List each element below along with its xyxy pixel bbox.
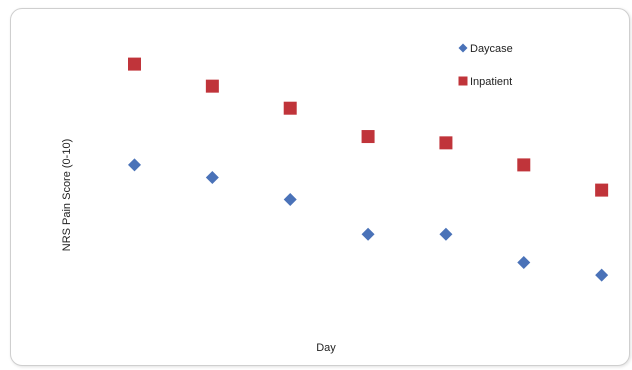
y-axis-label: NRS Pain Score (0-10)	[61, 139, 73, 252]
inpatient-point-6	[517, 158, 531, 172]
inpatient-point-7	[595, 183, 609, 197]
legend: Daycase Inpatient	[458, 43, 513, 88]
daycase-point-4	[361, 227, 375, 241]
daycase-point-2	[205, 171, 219, 184]
daycase-point-1	[128, 158, 141, 172]
inpatient-point-2	[205, 79, 219, 93]
inpatient-legend-marker	[458, 76, 468, 86]
chart-frame	[10, 8, 630, 366]
plot-area	[128, 57, 609, 282]
inpatient-point-1	[128, 57, 141, 71]
inpatient-point-3	[283, 101, 297, 115]
inpatient-legend-label: Inpatient	[470, 76, 512, 88]
daycase-legend-marker	[458, 43, 468, 53]
inpatient-point-5	[439, 136, 453, 150]
daycase-point-3	[283, 193, 297, 207]
daycase-point-6	[517, 256, 531, 270]
x-axis-label: Day	[316, 342, 336, 354]
inpatient-point-4	[361, 130, 375, 144]
daycase-point-7	[595, 268, 609, 282]
daycase-legend-label: Daycase	[470, 43, 513, 55]
daycase-point-5	[439, 227, 453, 241]
